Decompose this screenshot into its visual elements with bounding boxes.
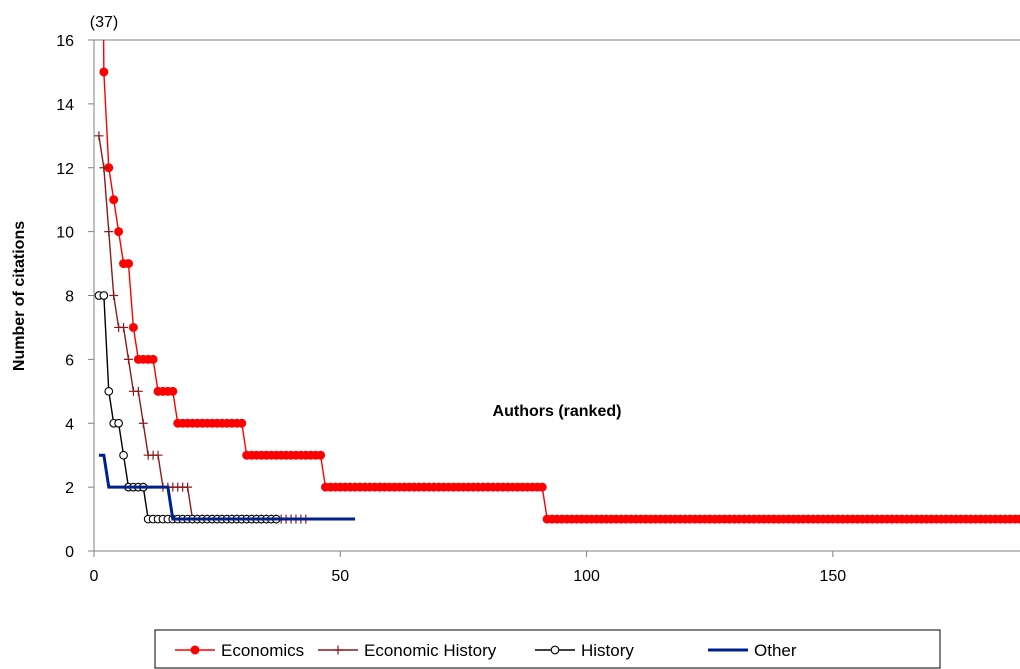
series-economics bbox=[99, 40, 1020, 524]
legend-marker bbox=[550, 645, 560, 655]
x-tick-label: 0 bbox=[90, 568, 99, 585]
data-point bbox=[109, 195, 119, 205]
data-point bbox=[104, 386, 114, 396]
data-point bbox=[109, 291, 119, 300]
y-tick-label: 10 bbox=[56, 225, 74, 242]
data-point bbox=[138, 418, 148, 428]
overflow-annotation: (37) bbox=[90, 14, 118, 31]
series-economic-history bbox=[94, 131, 311, 524]
x-tick-label: 100 bbox=[573, 568, 600, 585]
data-point bbox=[114, 227, 124, 237]
y-tick-label: 8 bbox=[65, 289, 74, 306]
x-tick-label: 50 bbox=[331, 568, 349, 585]
data-point bbox=[316, 450, 326, 460]
y-tick-label: 2 bbox=[65, 480, 74, 497]
data-point bbox=[537, 482, 547, 492]
data-point bbox=[123, 354, 133, 364]
series-line bbox=[102, 40, 1020, 520]
data-point bbox=[114, 418, 123, 428]
legend: Economics Economic History History Other bbox=[154, 629, 941, 669]
y-tick-label: 12 bbox=[56, 161, 74, 178]
labels-layer: Authors (ranked) Number of citations (37… bbox=[11, 14, 621, 420]
data-point bbox=[168, 386, 178, 396]
data-point bbox=[119, 322, 129, 332]
y-axis-title: Number of citations bbox=[11, 221, 28, 371]
x-axis-title: Authors (ranked) bbox=[493, 403, 622, 420]
data-point bbox=[148, 354, 158, 364]
legend-label: History bbox=[581, 641, 634, 660]
data-point bbox=[133, 386, 143, 396]
series-other bbox=[98, 453, 356, 521]
data-point bbox=[99, 291, 109, 300]
legend-label: Economic History bbox=[364, 641, 497, 660]
data-point bbox=[99, 163, 109, 173]
legend-box bbox=[154, 629, 941, 669]
x-tick-label: 150 bbox=[819, 568, 846, 585]
data-point bbox=[1015, 514, 1020, 524]
data-point bbox=[94, 131, 104, 141]
data-point bbox=[119, 450, 128, 460]
axes-layer: 0 2 4 6 8 10 12 14 16 0 50 100 150 bbox=[56, 33, 1020, 585]
data-point bbox=[123, 259, 133, 269]
y-tick-label: 0 bbox=[65, 544, 74, 561]
data-point bbox=[128, 322, 138, 332]
y-tick-label: 14 bbox=[56, 97, 74, 114]
data-point bbox=[237, 418, 247, 428]
series-layer bbox=[94, 40, 1020, 524]
legend-label: Other bbox=[754, 641, 797, 660]
y-tick-label: 6 bbox=[65, 352, 74, 369]
legend-label: Economics bbox=[221, 641, 304, 660]
data-point bbox=[153, 450, 163, 460]
series-line bbox=[98, 453, 356, 521]
legend-marker bbox=[190, 645, 200, 655]
data-point bbox=[183, 482, 193, 492]
y-tick-label: 16 bbox=[56, 33, 74, 50]
data-point bbox=[99, 67, 109, 77]
data-point bbox=[104, 227, 114, 237]
y-tick-label: 4 bbox=[65, 416, 74, 433]
legend-marker bbox=[333, 645, 343, 655]
